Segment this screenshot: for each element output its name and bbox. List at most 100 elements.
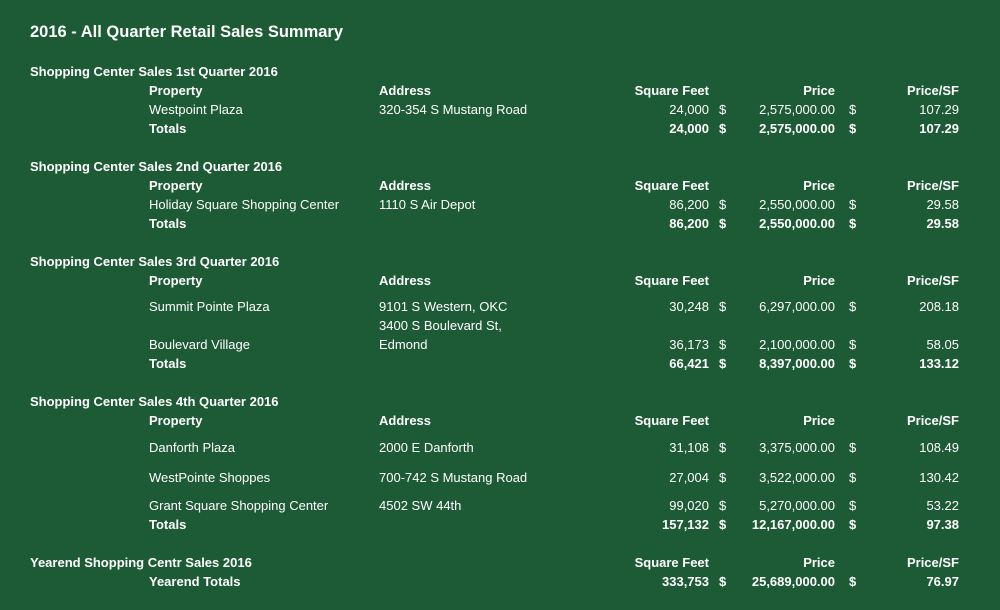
row-address: 700-742 S Mustang Road xyxy=(379,470,528,485)
page-title: 2016 - All Quarter Retail Sales Summary xyxy=(30,23,344,41)
row-address: 1110 S Air Depot xyxy=(379,197,476,212)
totals-square-feet: 24,000 xyxy=(669,121,709,136)
yearend-price-sf: 76.97 xyxy=(926,574,959,589)
currency-symbol: $ xyxy=(849,337,857,352)
totals-square-feet: 66,421 xyxy=(669,356,709,371)
header-price-sf: Price/SF xyxy=(906,273,959,288)
row-address: 9101 S Western, OKC xyxy=(379,299,508,314)
row-property: Danforth Plaza xyxy=(149,440,235,455)
currency-symbol: $ xyxy=(849,470,857,485)
row-price-sf: 58.05 xyxy=(926,337,959,352)
row-property: Holiday Square Shopping Center xyxy=(149,197,340,212)
header-square-feet: Square Feet xyxy=(634,273,709,288)
currency-symbol: $ xyxy=(719,356,727,371)
currency-symbol: $ xyxy=(849,574,857,589)
currency-symbol: $ xyxy=(849,121,857,136)
row-address-line2: Edmond xyxy=(379,337,428,352)
row-address: 4502 SW 44th xyxy=(379,498,462,513)
header-property: Property xyxy=(149,83,203,98)
header-address: Address xyxy=(379,273,432,288)
row-price: 2,100,000.00 xyxy=(759,337,835,352)
yearend-heading: Yearend Shopping Centr Sales 2016 xyxy=(30,555,252,570)
totals-price: 8,397,000.00 xyxy=(759,356,835,371)
quarter-heading: Shopping Center Sales 4th Quarter 2016 xyxy=(30,394,279,409)
row-price: 6,297,000.00 xyxy=(759,299,835,314)
totals-label: Totals xyxy=(149,517,187,532)
header-price: Price xyxy=(803,413,835,428)
header-price: Price xyxy=(803,555,835,570)
row-square-feet: 27,004 xyxy=(669,470,709,485)
currency-symbol: $ xyxy=(719,337,727,352)
header-price: Price xyxy=(803,83,835,98)
header-price-sf: Price/SF xyxy=(906,178,959,193)
header-property: Property xyxy=(149,273,203,288)
row-property: Boulevard Village xyxy=(149,337,250,352)
totals-price: 12,167,000.00 xyxy=(751,517,835,532)
header-address: Address xyxy=(379,83,432,98)
currency-symbol: $ xyxy=(719,299,727,314)
row-price-sf: 208.18 xyxy=(919,299,959,314)
totals-label: Totals xyxy=(149,216,187,231)
currency-symbol: $ xyxy=(849,498,857,513)
row-price-sf: 29.58 xyxy=(926,197,959,212)
row-property: Westpoint Plaza xyxy=(149,102,243,117)
header-price-sf: Price/SF xyxy=(906,555,959,570)
currency-symbol: $ xyxy=(849,216,857,231)
header-address: Address xyxy=(379,178,432,193)
header-price: Price xyxy=(803,273,835,288)
header-square-feet: Square Feet xyxy=(634,413,709,428)
quarter-heading: Shopping Center Sales 2nd Quarter 2016 xyxy=(30,159,283,174)
totals-price: 2,550,000.00 xyxy=(759,216,835,231)
currency-symbol: $ xyxy=(849,299,857,314)
totals-label: Totals xyxy=(149,121,187,136)
currency-symbol: $ xyxy=(719,470,727,485)
row-price: 3,522,000.00 xyxy=(759,470,835,485)
row-square-feet: 24,000 xyxy=(669,102,709,117)
header-price-sf: Price/SF xyxy=(906,83,959,98)
row-address: 2000 E Danforth xyxy=(379,440,474,455)
row-price: 2,550,000.00 xyxy=(759,197,835,212)
row-address: 320-354 S Mustang Road xyxy=(379,102,528,117)
yearend-price: 25,689,000.00 xyxy=(751,574,835,589)
header-square-feet: Square Feet xyxy=(634,83,709,98)
row-property: WestPointe Shoppes xyxy=(149,470,271,485)
row-price: 2,575,000.00 xyxy=(759,102,835,117)
totals-square-feet: 157,132 xyxy=(662,517,709,532)
row-square-feet: 36,173 xyxy=(669,337,709,352)
header-price: Price xyxy=(803,178,835,193)
currency-symbol: $ xyxy=(719,517,727,532)
header-property: Property xyxy=(149,178,203,193)
currency-symbol: $ xyxy=(849,517,857,532)
currency-symbol: $ xyxy=(719,102,727,117)
totals-label: Totals xyxy=(149,356,187,371)
row-price-sf: 108.49 xyxy=(919,440,959,455)
row-price-sf: 53.22 xyxy=(926,498,959,513)
header-square-feet: Square Feet xyxy=(634,178,709,193)
currency-symbol: $ xyxy=(849,197,857,212)
currency-symbol: $ xyxy=(719,121,727,136)
currency-symbol: $ xyxy=(719,498,727,513)
row-price: 3,375,000.00 xyxy=(759,440,835,455)
header-square-feet: Square Feet xyxy=(634,555,709,570)
row-price: 5,270,000.00 xyxy=(759,498,835,513)
currency-symbol: $ xyxy=(719,197,727,212)
row-address-line1: 3400 S Boulevard St, xyxy=(379,318,502,333)
row-property: Grant Square Shopping Center xyxy=(149,498,329,513)
row-square-feet: 86,200 xyxy=(669,197,709,212)
row-square-feet: 31,108 xyxy=(669,440,709,455)
currency-symbol: $ xyxy=(719,216,727,231)
currency-symbol: $ xyxy=(849,440,857,455)
currency-symbol: $ xyxy=(719,574,727,589)
row-price-sf: 107.29 xyxy=(919,102,959,117)
totals-price: 2,575,000.00 xyxy=(759,121,835,136)
totals-price-sf: 133.12 xyxy=(919,356,959,371)
row-property: Summit Pointe Plaza xyxy=(149,299,270,314)
yearend-square-feet: 333,753 xyxy=(662,574,709,589)
quarter-heading: Shopping Center Sales 3rd Quarter 2016 xyxy=(30,254,280,269)
header-address: Address xyxy=(379,413,432,428)
currency-symbol: $ xyxy=(849,102,857,117)
currency-symbol: $ xyxy=(849,356,857,371)
totals-price-sf: 29.58 xyxy=(926,216,959,231)
totals-price-sf: 107.29 xyxy=(919,121,959,136)
row-square-feet: 99,020 xyxy=(669,498,709,513)
